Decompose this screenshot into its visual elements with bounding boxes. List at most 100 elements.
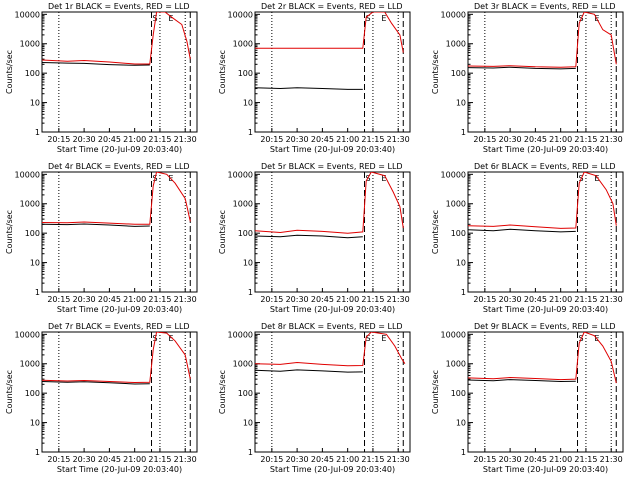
x-tick-label: 20:15	[473, 455, 496, 464]
x-tick-label: 21:30	[174, 455, 197, 464]
y-tick-label: 1	[248, 288, 253, 297]
y-tick-label: 10000	[228, 170, 253, 179]
events-series-line	[468, 228, 576, 233]
events-series-line	[255, 369, 363, 373]
x-tick-label: 20:15	[47, 135, 70, 144]
plot-frame	[467, 171, 624, 293]
y-tick-label: 1000	[20, 360, 40, 369]
panel-title: Det 2r BLACK = Events, RED = LLD	[261, 2, 403, 11]
plot-frame	[41, 171, 198, 293]
x-tick-label: 21:00	[123, 455, 146, 464]
lld-series-line	[255, 172, 404, 234]
x-tick-label: 20:45	[311, 135, 334, 144]
x-tick-label: 21:00	[549, 135, 572, 144]
x-tick-label: 20:30	[499, 135, 522, 144]
detector-panel: Det 4r BLACK = Events, RED = LLD 1 10 100 10…	[5, 162, 198, 314]
x-tick-label: 21:00	[123, 295, 146, 304]
y-tick-label: 10	[30, 419, 40, 428]
detector-panel: Det 7r BLACK = Events, RED = LLD 1 10 100 10…	[5, 322, 198, 474]
x-tick-label: 20:30	[73, 455, 96, 464]
y-tick-label: 10000	[228, 330, 253, 339]
panel-title: Det 9r BLACK = Events, RED = LLD	[474, 322, 616, 331]
y-tick-label: 10000	[15, 170, 40, 179]
y-tick-label: 10000	[15, 10, 40, 19]
y-axis-label: Counts/sec	[431, 370, 440, 414]
y-axis-label: Counts/sec	[431, 210, 440, 254]
y-axis-label: Counts/sec	[5, 210, 14, 254]
end-marker: E	[381, 174, 386, 183]
detector-panel: Det 3r BLACK = Events, RED = LLD 1 10 100 10…	[431, 2, 624, 154]
x-tick-label: 20:30	[73, 135, 96, 144]
x-tick-label: 21:30	[387, 295, 410, 304]
x-tick-label: 21:30	[387, 455, 410, 464]
x-tick-label: 20:15	[47, 295, 70, 304]
lld-series-line	[255, 332, 406, 367]
x-tick-label: 21:30	[600, 295, 623, 304]
plot-frame	[467, 331, 624, 453]
y-tick-label: 1000	[446, 200, 466, 209]
y-tick-label: 100	[238, 389, 253, 398]
y-tick-label: 1	[35, 128, 40, 137]
detector-panel: Det 1r BLACK = Events, RED = LLD 1 10 100 10…	[5, 2, 198, 154]
x-tick-label: 21:00	[336, 295, 359, 304]
x-tick-label: 20:15	[260, 135, 283, 144]
x-tick-label: 21:15	[574, 135, 597, 144]
panel-title: Det 8r BLACK = Events, RED = LLD	[261, 322, 403, 331]
start-marker: S	[366, 334, 371, 343]
detector-panel: Det 5r BLACK = Events, RED = LLD 1 10 100 10…	[218, 162, 411, 314]
events-series-line	[42, 381, 150, 385]
x-tick-label: 21:15	[361, 135, 384, 144]
x-tick-label: 21:30	[174, 295, 197, 304]
x-axis-label: Start Time (20-Jul-09 20:03:40)	[57, 145, 182, 154]
x-tick-label: 20:45	[98, 295, 121, 304]
x-tick-label: 20:45	[98, 455, 121, 464]
x-axis-label: Start Time (20-Jul-09 20:03:40)	[483, 145, 608, 154]
x-tick-label: 21:15	[574, 295, 597, 304]
x-axis-label: Start Time (20-Jul-09 20:03:40)	[57, 465, 182, 474]
detector-panel: Det 6r BLACK = Events, RED = LLD 1 10 100 10…	[431, 162, 624, 314]
y-tick-label: 1000	[233, 40, 253, 49]
detector-panel: Det 2r BLACK = Events, RED = LLD 1 10 100 10…	[218, 2, 411, 154]
x-tick-label: 20:30	[73, 295, 96, 304]
x-tick-label: 20:15	[473, 135, 496, 144]
lld-series-line	[42, 12, 191, 65]
end-marker: E	[381, 334, 386, 343]
events-series-line	[255, 87, 363, 90]
y-tick-label: 1	[248, 128, 253, 137]
events-series-line	[468, 379, 576, 383]
start-marker: S	[366, 14, 371, 23]
y-tick-label: 100	[451, 229, 466, 238]
end-marker: E	[381, 14, 386, 23]
x-tick-label: 21:00	[549, 455, 572, 464]
x-tick-label: 20:45	[311, 455, 334, 464]
x-tick-label: 21:15	[148, 135, 171, 144]
end-marker: E	[168, 334, 173, 343]
x-tick-label: 21:30	[174, 135, 197, 144]
panel-title: Det 6r BLACK = Events, RED = LLD	[474, 162, 616, 171]
x-tick-label: 20:30	[286, 295, 309, 304]
events-series-line	[255, 234, 363, 239]
x-tick-label: 21:00	[336, 455, 359, 464]
events-series-line	[42, 223, 150, 227]
x-tick-label: 21:00	[123, 135, 146, 144]
y-axis-label: Counts/sec	[431, 50, 440, 94]
y-tick-label: 1000	[20, 40, 40, 49]
y-tick-label: 10	[30, 99, 40, 108]
y-tick-label: 10000	[15, 330, 40, 339]
x-tick-label: 20:45	[524, 295, 547, 304]
y-tick-label: 10	[30, 259, 40, 268]
panel-title: Det 3r BLACK = Events, RED = LLD	[474, 2, 616, 11]
y-tick-label: 100	[25, 69, 40, 78]
panel-title: Det 7r BLACK = Events, RED = LLD	[48, 322, 190, 331]
x-axis-label: Start Time (20-Jul-09 20:03:40)	[270, 305, 395, 314]
end-marker: E	[594, 174, 599, 183]
plot-frame	[41, 331, 198, 453]
x-axis-label: Start Time (20-Jul-09 20:03:40)	[270, 465, 395, 474]
detector-panel: Det 8r BLACK = Events, RED = LLD 1 10 100 10…	[218, 322, 411, 474]
x-tick-label: 21:00	[549, 295, 572, 304]
y-tick-label: 10	[243, 259, 253, 268]
x-axis-label: Start Time (20-Jul-09 20:03:40)	[57, 305, 182, 314]
x-tick-label: 21:00	[336, 135, 359, 144]
end-marker: E	[168, 14, 173, 23]
x-tick-label: 20:15	[473, 295, 496, 304]
